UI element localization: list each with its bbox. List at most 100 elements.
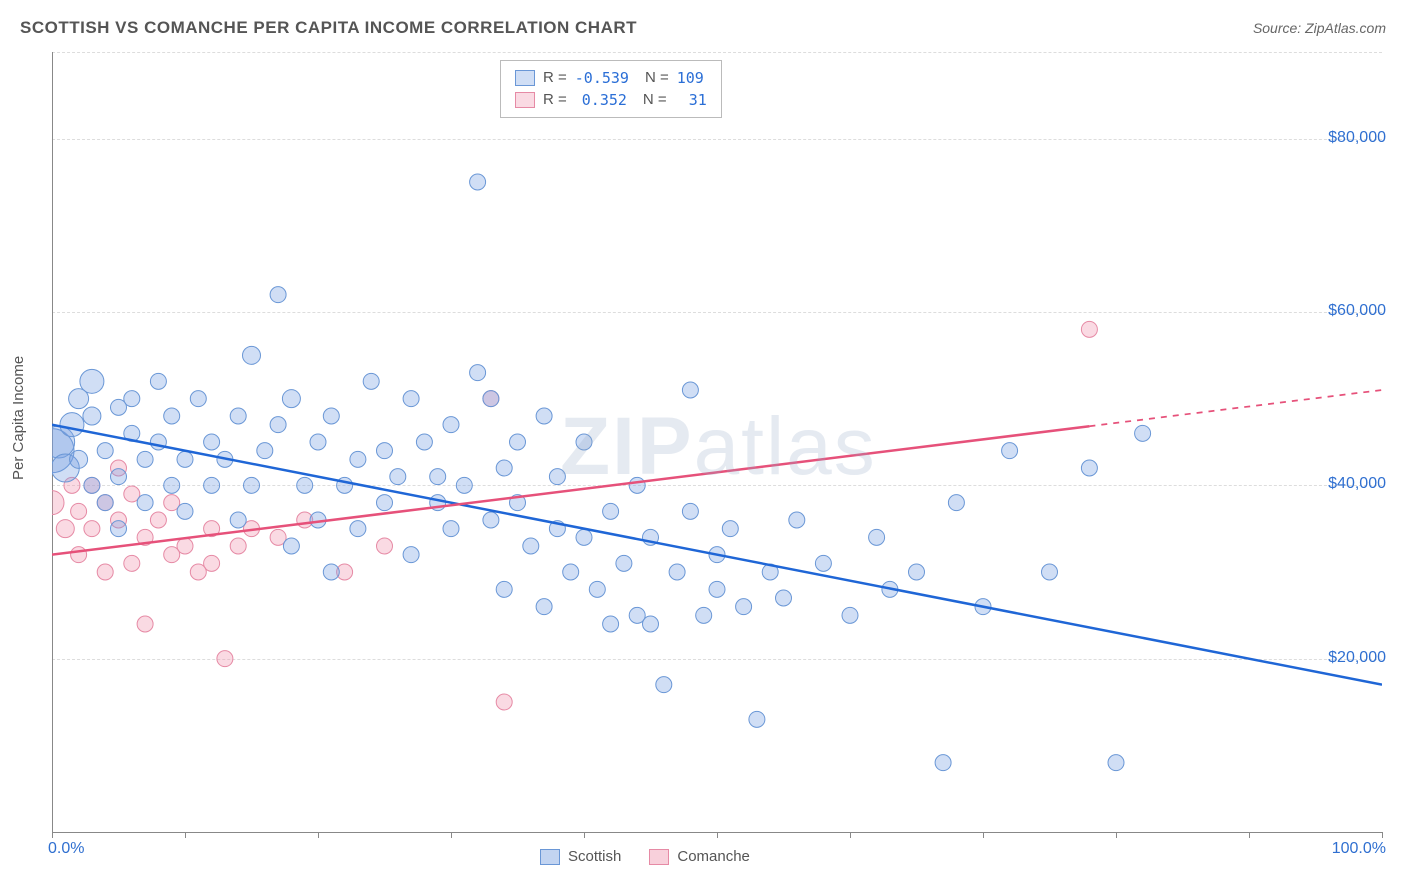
data-point <box>323 564 339 580</box>
data-point <box>549 469 565 485</box>
data-point <box>416 434 432 450</box>
data-point <box>1135 425 1151 441</box>
data-point <box>842 607 858 623</box>
data-point <box>656 677 672 693</box>
data-point <box>563 564 579 580</box>
data-point <box>443 521 459 537</box>
data-point <box>97 495 113 511</box>
data-point <box>1002 443 1018 459</box>
data-point <box>124 391 140 407</box>
data-point <box>52 491 64 515</box>
data-point <box>283 538 299 554</box>
data-point <box>470 365 486 381</box>
data-point <box>682 382 698 398</box>
data-point <box>869 529 885 545</box>
x-tick <box>1249 832 1250 838</box>
data-point <box>56 520 74 538</box>
chart-container: SCOTTISH VS COMANCHE PER CAPITA INCOME C… <box>0 0 1406 892</box>
data-point <box>603 503 619 519</box>
data-point <box>282 390 300 408</box>
data-point <box>377 443 393 459</box>
x-tick <box>52 832 53 838</box>
data-point <box>310 434 326 450</box>
data-point <box>1081 460 1097 476</box>
legend-item-comanche: Comanche <box>649 848 750 865</box>
x-min-label: 0.0% <box>48 840 84 858</box>
x-tick <box>983 832 984 838</box>
data-point <box>616 555 632 571</box>
data-point <box>403 391 419 407</box>
data-point <box>83 407 101 425</box>
data-point <box>377 538 393 554</box>
data-point <box>164 477 180 493</box>
swatch-scottish-icon <box>540 849 560 865</box>
legend-stats: R = -0.539 N = 109 R = 0.352 N = 31 <box>500 60 722 118</box>
x-tick <box>584 832 585 838</box>
y-axis-label: Per Capita Income <box>10 356 27 480</box>
x-tick <box>1382 832 1383 838</box>
x-max-label: 100.0% <box>1332 840 1386 858</box>
data-point <box>190 391 206 407</box>
data-point <box>1042 564 1058 580</box>
data-point <box>682 503 698 519</box>
data-point <box>1108 755 1124 771</box>
data-point <box>177 503 193 519</box>
data-point <box>204 477 220 493</box>
data-point <box>483 512 499 528</box>
data-point <box>377 495 393 511</box>
chart-title: SCOTTISH VS COMANCHE PER CAPITA INCOME C… <box>20 18 637 38</box>
data-point <box>510 434 526 450</box>
data-point <box>496 460 512 476</box>
data-point <box>270 417 286 433</box>
data-point <box>430 469 446 485</box>
data-point <box>177 451 193 467</box>
x-tick <box>451 832 452 838</box>
data-point <box>350 451 366 467</box>
data-point <box>230 538 246 554</box>
source-label: Source: ZipAtlas.com <box>1253 20 1386 36</box>
data-point <box>643 616 659 632</box>
swatch-scottish <box>515 70 535 86</box>
data-point <box>483 391 499 407</box>
data-point <box>390 469 406 485</box>
data-point <box>589 581 605 597</box>
data-point <box>80 369 104 393</box>
regression-line-dashed <box>1089 390 1382 426</box>
data-point <box>776 590 792 606</box>
data-point <box>70 450 88 468</box>
data-point <box>669 564 685 580</box>
data-point <box>736 599 752 615</box>
data-point <box>270 287 286 303</box>
data-point <box>603 616 619 632</box>
data-point <box>137 451 153 467</box>
data-point <box>243 346 261 364</box>
data-point <box>909 564 925 580</box>
data-point <box>536 599 552 615</box>
swatch-comanche-icon <box>649 849 669 865</box>
data-point <box>789 512 805 528</box>
legend-item-scottish: Scottish <box>540 848 621 865</box>
data-point <box>60 413 84 437</box>
data-point <box>257 443 273 459</box>
data-point <box>496 694 512 710</box>
data-point <box>230 408 246 424</box>
data-point <box>722 521 738 537</box>
data-point <box>244 477 260 493</box>
x-tick <box>850 832 851 838</box>
data-point <box>297 477 313 493</box>
x-tick <box>1116 832 1117 838</box>
data-point <box>150 373 166 389</box>
data-point <box>71 547 87 563</box>
data-point <box>124 555 140 571</box>
data-point <box>71 503 87 519</box>
data-point <box>815 555 831 571</box>
data-point <box>443 417 459 433</box>
legend-row-comanche: R = 0.352 N = 31 <box>515 89 707 111</box>
data-point <box>204 555 220 571</box>
x-tick <box>717 832 718 838</box>
data-point <box>576 529 592 545</box>
x-tick <box>318 832 319 838</box>
data-point <box>137 616 153 632</box>
data-point <box>150 512 166 528</box>
data-point <box>496 581 512 597</box>
